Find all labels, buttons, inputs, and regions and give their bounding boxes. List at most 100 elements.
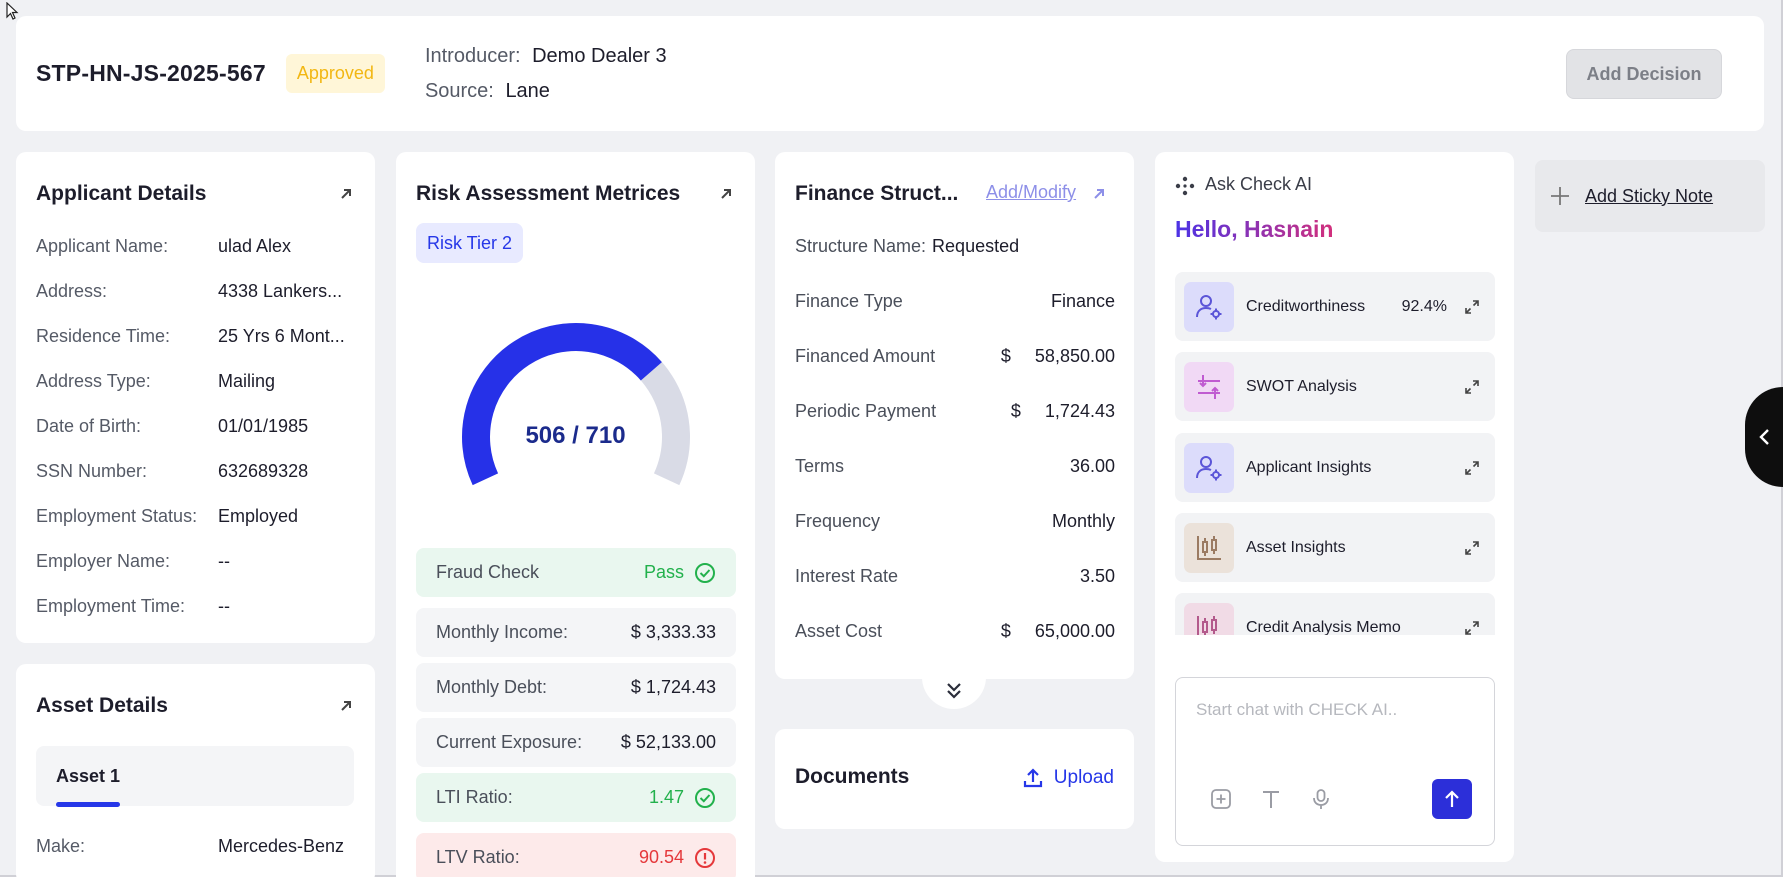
- expand-diagonal-icon[interactable]: [1465, 460, 1479, 475]
- terms-row: Terms 36.00: [795, 456, 1115, 477]
- fraud-check-metric: Fraud Check Pass: [416, 548, 736, 597]
- address-type-row: Address Type: Mailing: [36, 371, 356, 392]
- metric-value-wrap: 1.47: [649, 787, 716, 809]
- currency-symbol: $: [1010, 401, 1021, 421]
- field-value: Monthly: [1051, 511, 1115, 531]
- address-row: Address: 4338 Lankers...: [36, 281, 356, 302]
- source-label: Source:: [424, 79, 494, 102]
- item-label: Creditworthiness: [1246, 297, 1366, 315]
- text-format-icon[interactable]: [1258, 786, 1284, 812]
- ai-sparkle-icon: [1175, 176, 1195, 196]
- field-label: Financed Amount: [795, 346, 936, 366]
- field-label: Applicant Name:: [36, 236, 169, 256]
- field-value: ulad Alex: [218, 236, 292, 256]
- field-value: 632689328: [218, 461, 309, 481]
- expand-finance-button[interactable]: [922, 673, 986, 709]
- check-circle-icon: [695, 787, 715, 808]
- risk-assessment-card: Risk Assessment Metrices Risk Tier 2 506…: [396, 152, 755, 877]
- asset-insights-item[interactable]: Asset Insights: [1175, 513, 1495, 582]
- send-button[interactable]: [1432, 779, 1472, 819]
- check-circle-icon: [695, 562, 715, 583]
- field-label: Address:: [36, 281, 108, 301]
- field-value-wrap: $65,000.00: [1001, 621, 1115, 642]
- mouse-cursor-icon: [6, 2, 19, 20]
- upload-label: Upload: [1053, 767, 1114, 788]
- expand-diagonal-icon[interactable]: [1465, 620, 1479, 635]
- make-row: Make: Mercedes-Benz: [36, 836, 356, 857]
- introducer-value: Demo Dealer 3: [532, 44, 667, 67]
- financed-amount-row: Financed Amount $58,850.00: [795, 346, 1115, 367]
- field-label: Residence Time:: [36, 326, 171, 346]
- add-sticky-note-button[interactable]: Add Sticky Note: [1535, 160, 1765, 232]
- field-label: Finance Type: [795, 291, 903, 311]
- metric-label: LTV Ratio:: [436, 847, 520, 867]
- chat-input[interactable]: [1196, 700, 1476, 720]
- alert-circle-icon: [695, 847, 715, 868]
- field-value: --: [218, 596, 230, 616]
- field-value-wrap: $58,850.00: [1001, 346, 1115, 367]
- field-value: 4338 Lankers...: [218, 281, 343, 301]
- field-label: Make:: [36, 836, 86, 856]
- metric-value-wrap: 90.54: [639, 847, 716, 869]
- open-external-arrow-icon[interactable]: [1089, 184, 1109, 204]
- open-external-arrow-icon[interactable]: [336, 696, 356, 716]
- metric-value: 1.47: [648, 787, 684, 807]
- metric-value: $ 1,724.43: [630, 677, 716, 697]
- documents-card: Documents Upload: [775, 729, 1134, 829]
- field-label: Structure Name:: [795, 236, 927, 256]
- greeting: Hello, Hasnain: [1175, 216, 1334, 242]
- field-label: Employment Time:: [36, 596, 186, 616]
- metric-value-wrap: Pass: [644, 562, 716, 584]
- currency-symbol: $: [1000, 346, 1011, 366]
- asset-details-title: Asset Details: [36, 694, 168, 717]
- metric-label: LTI Ratio:: [436, 787, 513, 807]
- expand-diagonal-icon[interactable]: [1465, 379, 1479, 394]
- field-value: Requested: [932, 236, 1020, 256]
- application-header: STP-HN-JS-2025-567 Approved Introducer: …: [16, 16, 1764, 131]
- item-label: Credit Analysis Memo: [1246, 618, 1401, 636]
- asset-tab-label: Asset 1: [56, 766, 121, 786]
- structure-name-row: Structure Name: Requested: [795, 236, 1115, 257]
- swot-analysis-item[interactable]: SWOT Analysis: [1175, 352, 1495, 421]
- gauge-fill: [462, 323, 662, 486]
- metric-value: $ 52,133.00: [620, 732, 716, 752]
- field-label: SSN Number:: [36, 461, 148, 481]
- add-modify-link[interactable]: Add/Modify: [986, 182, 1077, 202]
- metric-label: Current Exposure:: [436, 732, 583, 752]
- residence-time-row: Residence Time: 25 Yrs 6 Mont...: [36, 326, 356, 347]
- chevron-left-icon: [1759, 429, 1769, 445]
- double-chevron-down-icon: [947, 683, 961, 699]
- field-value: Mercedes-Benz: [218, 836, 345, 856]
- field-label: Employment Status:: [36, 506, 198, 526]
- currency-symbol: $: [1000, 621, 1011, 641]
- field-value: 65,000.00: [1034, 621, 1115, 641]
- user-gear-icon: [1184, 442, 1234, 493]
- add-sticky-note-label: Add Sticky Note: [1585, 185, 1714, 206]
- open-external-arrow-icon[interactable]: [336, 184, 356, 204]
- monthly-debt-metric: Monthly Debt: $ 1,724.43: [416, 663, 736, 712]
- asset-tab[interactable]: Asset 1: [36, 746, 354, 806]
- metric-value: $ 3,333.33: [630, 622, 716, 642]
- open-external-arrow-icon[interactable]: [716, 184, 736, 204]
- periodic-payment-row: Periodic Payment $1,724.43: [795, 401, 1115, 422]
- microphone-icon[interactable]: [1308, 786, 1334, 812]
- risk-tier-chip: Risk Tier 2: [416, 223, 524, 263]
- asset-cost-row: Asset Cost $65,000.00: [795, 621, 1115, 642]
- chat-box: [1175, 677, 1495, 846]
- field-value: 01/01/1985: [218, 416, 309, 436]
- upload-button[interactable]: Upload: [1022, 767, 1114, 789]
- lti-ratio-metric: LTI Ratio: 1.47: [416, 773, 736, 822]
- expand-diagonal-icon[interactable]: [1465, 299, 1479, 314]
- field-value-wrap: $1,724.43: [1011, 401, 1115, 422]
- add-square-icon[interactable]: [1208, 786, 1234, 812]
- active-tab-indicator: [56, 802, 120, 807]
- field-label: Date of Birth:: [36, 416, 142, 436]
- collapse-side-panel-tab[interactable]: [1745, 387, 1783, 487]
- creditworthiness-item[interactable]: Creditworthiness 92.4%: [1175, 272, 1495, 341]
- add-decision-button[interactable]: Add Decision: [1566, 49, 1722, 99]
- expand-diagonal-icon[interactable]: [1465, 540, 1479, 555]
- credit-analysis-memo-item[interactable]: Credit Analysis Memo: [1175, 593, 1495, 635]
- item-label: Asset Insights: [1246, 538, 1346, 556]
- applicant-insights-item[interactable]: Applicant Insights: [1175, 433, 1495, 502]
- user-gear-icon: [1184, 281, 1234, 332]
